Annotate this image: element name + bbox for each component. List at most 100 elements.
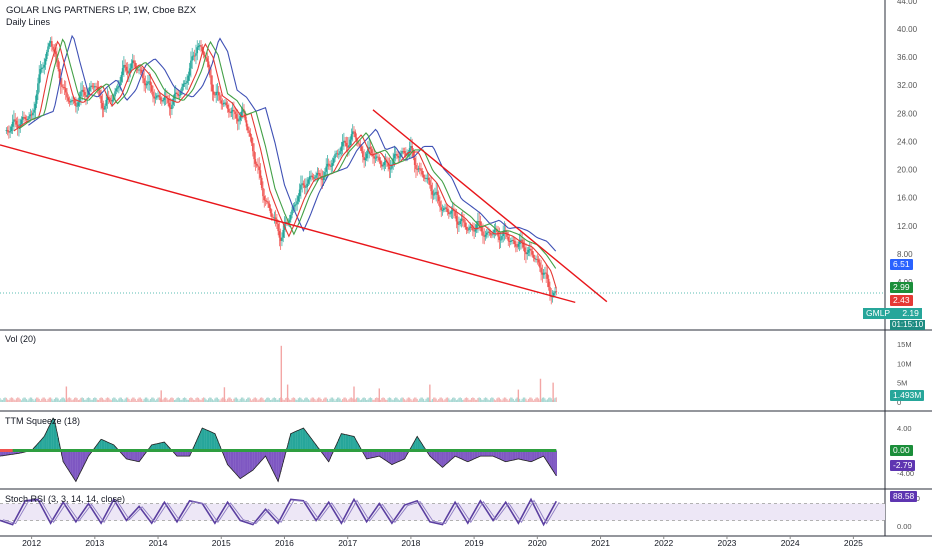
price-candle-body — [70, 101, 72, 103]
volume-bar — [431, 398, 433, 402]
price-candle-body — [166, 96, 168, 99]
volume-bar — [487, 399, 489, 402]
price-candle-body — [23, 116, 25, 118]
volume-bar — [444, 399, 446, 402]
volume-bar — [446, 397, 449, 402]
volume-bar — [479, 397, 482, 402]
price-candle-body — [178, 95, 181, 96]
volume-bar — [325, 397, 327, 402]
price-candle-body — [464, 222, 467, 227]
volume-bar — [149, 399, 152, 402]
price-candle-body — [174, 92, 177, 94]
price-candle-body — [326, 163, 329, 167]
price-candle-body — [307, 179, 310, 184]
volume-bar — [163, 397, 165, 402]
price-candle-body — [187, 75, 190, 81]
volume-bar — [171, 397, 173, 402]
volume-bar — [100, 397, 102, 402]
price-candle-body — [30, 114, 33, 116]
price-candle-body — [528, 248, 531, 250]
price-candle-body — [102, 108, 105, 110]
volume-bar — [410, 399, 412, 402]
price-candle-body — [38, 74, 40, 84]
volume-bar — [71, 400, 73, 402]
price-candle-body — [335, 153, 338, 155]
price-candle-body — [9, 131, 11, 133]
volume-bar — [33, 400, 35, 402]
price-candle-body — [445, 207, 448, 210]
volume-bar — [124, 398, 126, 402]
price-candle-body — [142, 72, 144, 79]
price-candle-body — [239, 116, 242, 121]
volume-bar — [350, 397, 353, 402]
price-candle-body — [402, 150, 405, 152]
price-candle-body — [49, 41, 52, 44]
price-candle-body — [547, 278, 550, 287]
volume-bar — [133, 397, 135, 402]
volume-bar — [348, 399, 350, 402]
volume-bar — [482, 399, 484, 402]
price-candle-body — [421, 170, 424, 175]
price-candle-body — [370, 149, 373, 154]
volume-bar — [548, 397, 550, 402]
price-candle-body — [128, 72, 130, 74]
price-candle-body — [77, 102, 80, 106]
price-candle-body — [167, 98, 169, 103]
price-candle-body — [375, 156, 378, 158]
volume-bar — [334, 400, 336, 402]
price-candle-body — [20, 119, 23, 125]
volume-bar — [331, 397, 334, 402]
volume-bar — [299, 397, 301, 402]
price-candle-body — [537, 259, 540, 263]
volume-bar — [415, 397, 417, 402]
volume-bar — [483, 398, 485, 402]
volume-bar — [374, 397, 377, 402]
volume-bar — [463, 399, 465, 402]
price-candle-body — [535, 259, 537, 260]
price-candle-body — [6, 130, 9, 132]
price-candle-body — [480, 225, 483, 232]
price-candle-body — [479, 221, 482, 226]
price-candle-body — [45, 52, 48, 59]
volume-bar — [457, 399, 459, 402]
volume-bar — [106, 397, 109, 402]
price-candle-body — [408, 148, 411, 153]
price-candle-body — [405, 153, 407, 156]
price-candle-body — [207, 61, 210, 67]
price-candle-body — [198, 45, 201, 46]
volume-bar — [240, 397, 243, 402]
price-candle-body — [269, 207, 272, 214]
price-candle-body — [149, 81, 152, 86]
price-candle-body — [515, 244, 517, 247]
price-candle-body — [248, 130, 250, 134]
volume-bar — [9, 398, 11, 402]
price-candle-body — [277, 223, 279, 232]
price-candle-body — [427, 177, 430, 181]
price-candle-body — [446, 209, 449, 213]
price-candle-body — [61, 84, 63, 87]
volume-bar — [4, 397, 6, 402]
price-candle-body — [222, 102, 225, 105]
price-candle-body — [391, 164, 393, 169]
volume-bar — [304, 398, 306, 402]
price-candle-body — [101, 102, 104, 109]
volume-bar — [1, 399, 4, 402]
price-candle-body — [37, 83, 39, 95]
volume-bar — [232, 400, 234, 402]
price-candle-body — [161, 100, 163, 102]
volume-bar — [81, 397, 83, 402]
price-candle-body — [115, 88, 118, 92]
price-candle-body — [474, 229, 477, 232]
price-candle-body — [303, 185, 306, 188]
price-candle-body — [437, 194, 440, 202]
volume-bar — [201, 398, 203, 402]
price-candle-body — [179, 91, 182, 96]
volume-bar — [90, 399, 92, 402]
price-candle-body — [533, 257, 536, 260]
price-candle-body — [544, 272, 546, 274]
stoch-rsi-line — [0, 497, 558, 527]
price-candle-body — [244, 112, 247, 121]
volume-bar — [292, 397, 294, 402]
